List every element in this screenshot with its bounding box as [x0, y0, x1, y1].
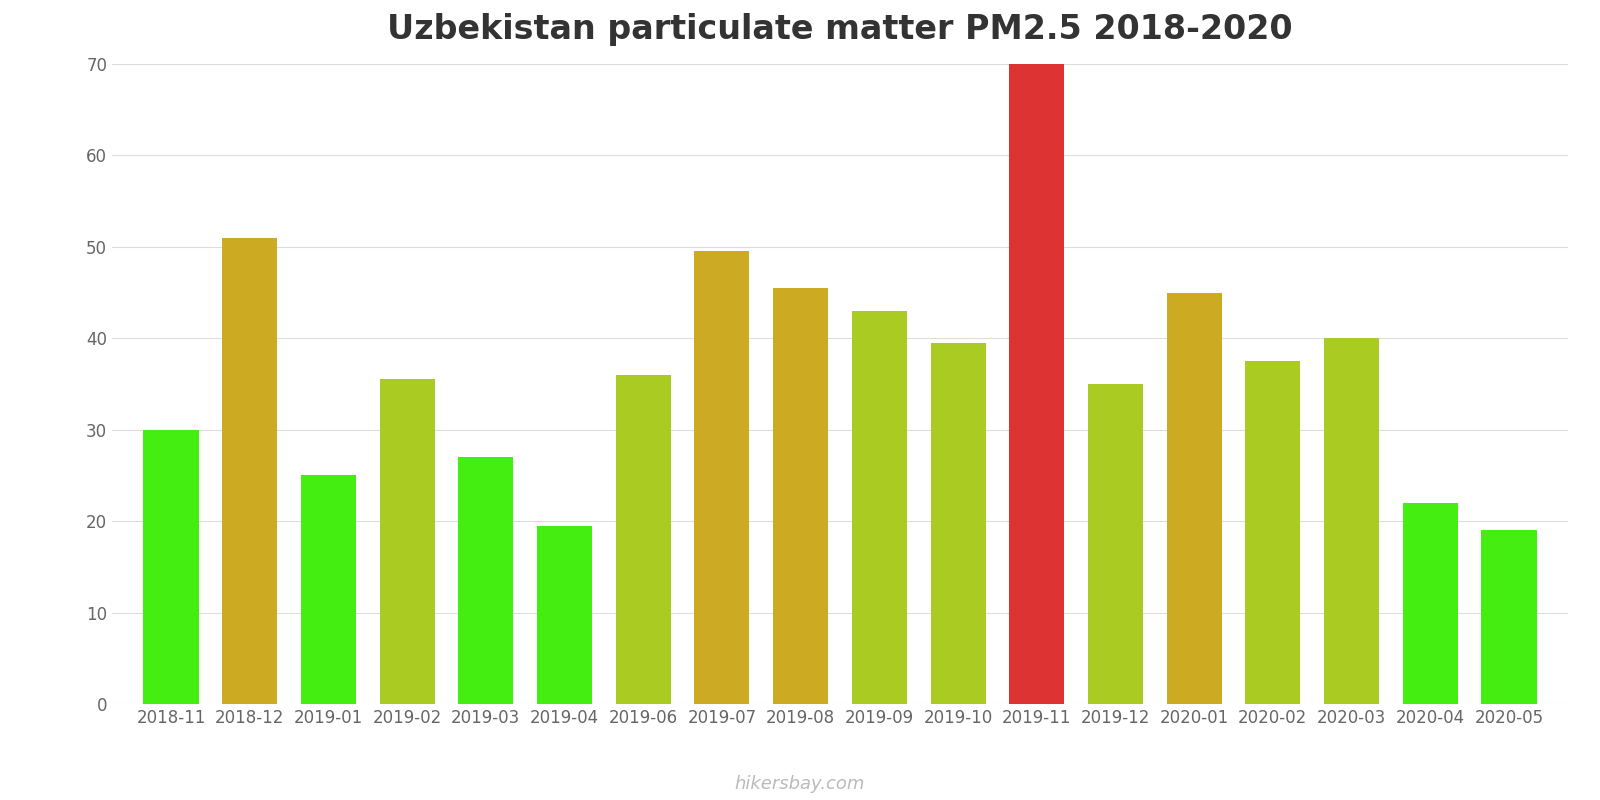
Text: hikersbay.com: hikersbay.com [734, 775, 866, 793]
Bar [931, 343, 986, 704]
Bar [1325, 338, 1379, 704]
Bar [458, 457, 514, 704]
Bar [1403, 503, 1458, 704]
Bar [851, 311, 907, 704]
Bar [694, 251, 749, 704]
Bar [1245, 361, 1301, 704]
Bar [1482, 530, 1536, 704]
Bar [773, 288, 829, 704]
Title: Uzbekistan particulate matter PM2.5 2018-2020: Uzbekistan particulate matter PM2.5 2018… [387, 13, 1293, 46]
Bar [1166, 293, 1222, 704]
Bar [1010, 64, 1064, 704]
Bar [1088, 384, 1142, 704]
Bar [616, 375, 670, 704]
Bar [538, 526, 592, 704]
Bar [222, 238, 277, 704]
Bar [301, 475, 355, 704]
Bar [379, 379, 435, 704]
Bar [144, 430, 198, 704]
